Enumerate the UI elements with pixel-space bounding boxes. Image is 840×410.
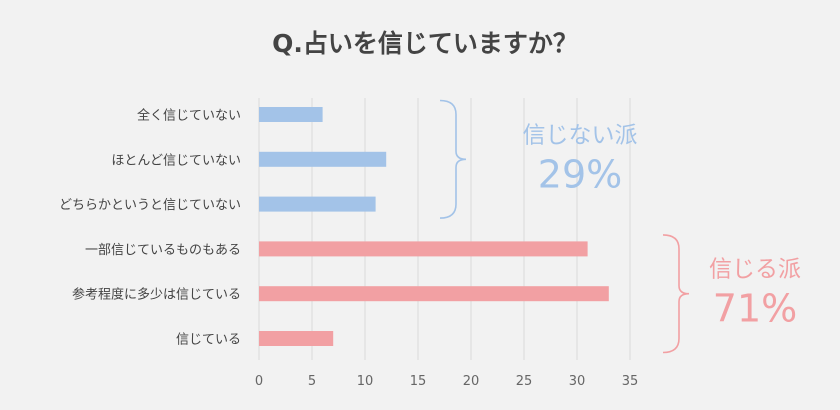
- group-label: 信じない派: [523, 122, 638, 148]
- x-tick-label: 10: [357, 374, 374, 389]
- x-tick-label: 0: [255, 374, 263, 389]
- category-label: 参考程度に多少は信じている: [72, 287, 241, 303]
- group-annotations: 信じない派 29% 信じる派 71%: [439, 99, 801, 354]
- group-bracket: [439, 99, 467, 219]
- bar: [259, 241, 588, 257]
- chart-title: Q.占いを信じていますか？: [272, 29, 578, 58]
- bar: [259, 196, 376, 212]
- group-label: 信じる派: [709, 257, 801, 283]
- category-labels: 全く信じていないほとんど信じていないどちらかというと信じていない一部信じているも…: [59, 108, 241, 348]
- category-label: 全く信じていない: [137, 108, 241, 124]
- category-label: 一部信じているものもある: [85, 243, 241, 258]
- group-bracket: [662, 234, 690, 354]
- gridlines: [258, 98, 631, 360]
- x-tick-label: 25: [516, 374, 533, 389]
- bar: [259, 107, 323, 122]
- bar: [259, 331, 334, 346]
- group-percent: 29%: [538, 152, 622, 196]
- x-tick-label: 30: [569, 374, 586, 389]
- x-tick-label: 5: [308, 374, 316, 389]
- x-tick-label: 35: [622, 374, 639, 389]
- group-percent: 71%: [713, 287, 797, 331]
- x-tick-label: 20: [463, 374, 480, 389]
- bars: [259, 107, 609, 346]
- x-tick-label: 15: [410, 374, 427, 389]
- category-label: ほとんど信じていない: [111, 153, 241, 168]
- x-tick-labels: 0 5 10 15 20 25 30 35: [255, 374, 638, 389]
- category-label: 信じている: [176, 333, 241, 348]
- bar: [259, 151, 387, 167]
- bar: [259, 286, 609, 302]
- category-label: どちらかというと信じていない: [59, 198, 241, 213]
